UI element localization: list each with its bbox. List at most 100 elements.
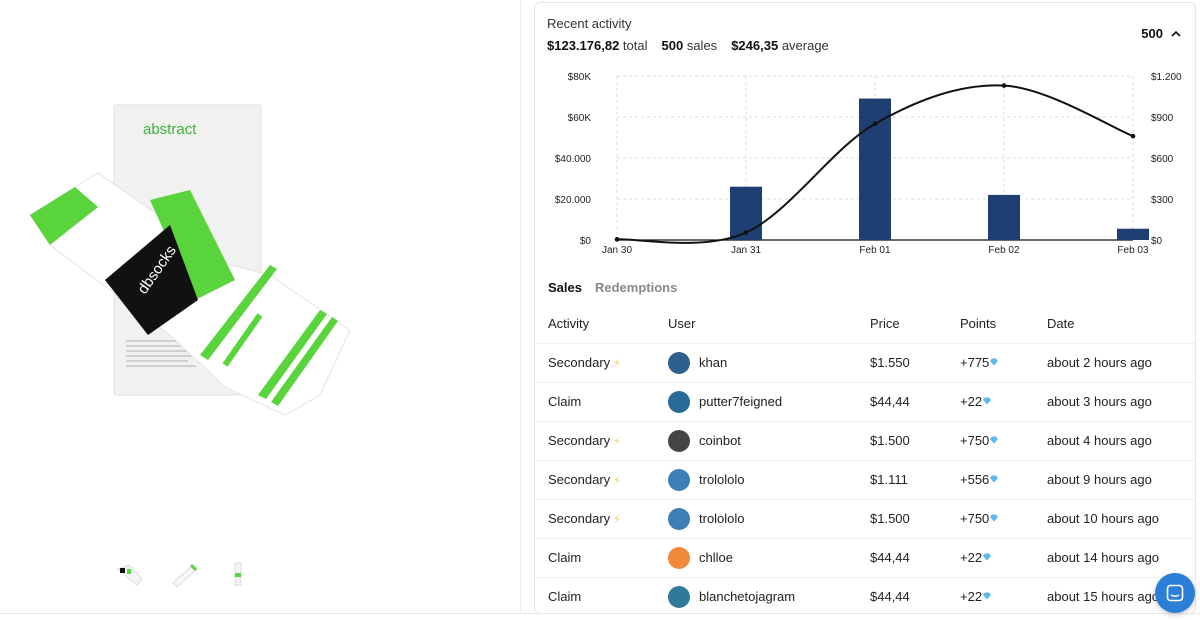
chat-icon: [1166, 584, 1184, 602]
price-cell: $44,44: [870, 576, 960, 613]
recent-activity-card: Recent activity $123.176,82 total 500 sa…: [534, 2, 1196, 614]
diamond-icon: [990, 436, 999, 444]
total-value: $123.176,82: [547, 38, 620, 53]
thumbnail-1[interactable]: [112, 556, 148, 592]
activity-type: Claim: [548, 394, 582, 409]
points-cell: +750: [960, 420, 1047, 460]
average-stat: $246,35 average: [731, 38, 829, 53]
chat-button[interactable]: [1155, 573, 1195, 613]
activity-cell: Secondary ⚡: [535, 342, 668, 382]
activity-tabs: Sales Redemptions: [548, 280, 677, 295]
table-row[interactable]: Claim chlloe $44,44 +22 about 14 hours ago: [535, 537, 1195, 577]
avatar[interactable]: [668, 351, 690, 374]
right-axis-tick-label: $0: [1151, 236, 1163, 247]
date-cell: about 10 hours ago: [1047, 498, 1195, 538]
column-header-activity: Activity: [548, 316, 590, 332]
column-header-points: Points: [960, 316, 997, 332]
product-image[interactable]: abstract dbsocks: [20, 95, 360, 425]
bar: [1117, 228, 1149, 240]
avatar[interactable]: [668, 468, 690, 491]
total-stat: $123.176,82 total: [547, 38, 648, 53]
line-point: [614, 237, 620, 242]
points-value: +775: [960, 355, 990, 370]
username-link[interactable]: coinbot: [699, 433, 741, 448]
date-cell: about 9 hours ago: [1047, 459, 1195, 499]
lightning-icon: ⚡: [613, 475, 621, 487]
avatar[interactable]: [668, 585, 690, 608]
column-header-price: Price: [870, 316, 900, 332]
diamond-icon: [990, 475, 999, 483]
sales-label: sales: [686, 38, 718, 53]
average-label: average: [781, 38, 829, 53]
username-link[interactable]: trolololo: [699, 472, 745, 487]
x-axis-tick-label: Feb 02: [988, 245, 1020, 256]
tab-redemptions[interactable]: Redemptions: [594, 280, 678, 295]
points-value: +750: [960, 511, 990, 526]
price-cell: $1.500: [870, 498, 960, 538]
activity-stats: $123.176,82 total 500 sales $246,35 aver…: [547, 38, 829, 53]
divider: [520, 0, 521, 614]
chevron-up-icon: [1171, 30, 1181, 37]
activity-type: Secondary: [548, 433, 611, 448]
points-value: +22: [960, 589, 983, 605]
column-header-date: Date: [1047, 316, 1075, 332]
activity-cell: Claim: [535, 576, 668, 613]
price-cell: $44,44: [870, 381, 960, 421]
table-row[interactable]: Secondary ⚡ khan $1.550 +775 about 2 hours ag…: [535, 342, 1195, 382]
total-label: total: [622, 38, 648, 53]
thumbnail-3[interactable]: [220, 556, 256, 592]
price-cell: $44,44: [870, 537, 960, 577]
user-cell: putter7feigned: [668, 381, 870, 421]
date-cell: about 2 hours ago: [1047, 342, 1195, 382]
x-axis-tick-label: Jan 30: [602, 245, 632, 256]
table-row[interactable]: Secondary ⚡ trolololo $1.111 +556 about 9 hou…: [535, 459, 1195, 499]
left-axis-tick-label: $40.000: [555, 154, 592, 165]
right-axis-tick-label: $300: [1151, 195, 1174, 206]
card-title: Recent activity: [547, 16, 632, 31]
diamond-icon: [983, 592, 992, 600]
activity-table: Activity User Price Points Date Secondar…: [535, 303, 1195, 613]
username-link[interactable]: putter7feigned: [699, 394, 783, 409]
points-cell: +775: [960, 342, 1047, 382]
sales-stat: 500 sales: [662, 38, 718, 53]
points-value: +22: [960, 394, 983, 409]
table-row[interactable]: Secondary ⚡ coinbot $1.500 +750 about 4 hours…: [535, 420, 1195, 460]
line-point: [1001, 83, 1007, 88]
user-cell: khan: [668, 342, 870, 382]
points-value: +22: [960, 550, 983, 565]
period-selector[interactable]: 500: [1141, 26, 1181, 41]
right-axis-tick-label: $600: [1151, 154, 1174, 165]
tab-sales[interactable]: Sales: [548, 280, 582, 295]
thumbnail-strip: [112, 556, 256, 592]
activity-cell: Claim: [535, 537, 668, 577]
points-cell: +556: [960, 459, 1047, 499]
username-link[interactable]: chlloe: [699, 550, 733, 565]
left-axis-tick-label: $20.000: [555, 195, 592, 206]
thumbnail-2[interactable]: [166, 556, 202, 592]
table-row[interactable]: Claim blanchetojagram $44,44 +22 about 15 ho…: [535, 576, 1195, 613]
avatar[interactable]: [668, 507, 690, 530]
activity-type: Claim: [548, 550, 582, 565]
left-axis-tick-label: $60K: [568, 113, 592, 124]
average-value: $246,35: [731, 38, 779, 53]
avatar[interactable]: [668, 390, 690, 413]
date-cell: about 3 hours ago: [1047, 381, 1195, 421]
line-point: [872, 121, 878, 127]
price-cell: $1.550: [870, 342, 960, 382]
user-cell: trolololo: [668, 498, 870, 538]
activity-type: Secondary: [548, 511, 611, 526]
lightning-icon: ⚡: [613, 358, 621, 370]
table-row[interactable]: Secondary ⚡ trolololo $1.500 +750 about 10 ho…: [535, 498, 1195, 538]
username-link[interactable]: khan: [699, 355, 728, 370]
username-link[interactable]: trolololo: [699, 511, 745, 526]
points-cell: +22: [960, 537, 1047, 577]
column-header-user: User: [668, 316, 696, 332]
table-row[interactable]: Claim putter7feigned $44,44 +22 about 3 hour…: [535, 381, 1195, 421]
x-axis-tick-label: Feb 01: [859, 245, 891, 256]
activity-cell: Claim: [535, 381, 668, 421]
avatar[interactable]: [668, 429, 690, 452]
avatar[interactable]: [668, 546, 690, 569]
username-link[interactable]: blanchetojagram: [699, 589, 796, 605]
diamond-icon: [990, 358, 999, 366]
brand-logo-text: abstract: [143, 121, 197, 138]
